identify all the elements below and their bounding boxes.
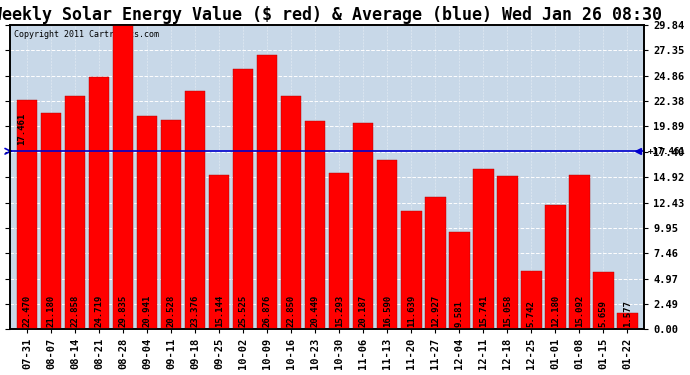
Bar: [137, 116, 157, 329]
Bar: [425, 198, 446, 329]
Bar: [593, 272, 613, 329]
Bar: [17, 100, 37, 329]
Text: 12.927: 12.927: [431, 295, 440, 327]
Bar: [353, 123, 373, 329]
Text: 22.470: 22.470: [23, 295, 32, 327]
Bar: [113, 25, 133, 329]
Text: 5.742: 5.742: [527, 300, 536, 327]
Text: 16.590: 16.590: [383, 295, 392, 327]
Bar: [89, 77, 110, 329]
Text: 22.850: 22.850: [287, 295, 296, 327]
Text: +17.461: +17.461: [647, 147, 685, 156]
Bar: [305, 121, 326, 329]
Text: 17.461: 17.461: [17, 113, 26, 145]
Text: 15.741: 15.741: [479, 295, 488, 327]
Text: 15.144: 15.144: [215, 295, 224, 327]
Text: 15.293: 15.293: [335, 295, 344, 327]
Bar: [257, 56, 277, 329]
Text: 23.376: 23.376: [190, 295, 199, 327]
Bar: [401, 211, 422, 329]
Text: 15.092: 15.092: [575, 295, 584, 327]
Bar: [65, 96, 86, 329]
Bar: [473, 169, 493, 329]
Bar: [161, 120, 181, 329]
Text: 20.941: 20.941: [143, 295, 152, 327]
Bar: [41, 113, 61, 329]
Text: 1.577: 1.577: [623, 300, 632, 327]
Bar: [185, 91, 206, 329]
Bar: [377, 160, 397, 329]
Text: 21.180: 21.180: [47, 295, 56, 327]
Text: 24.719: 24.719: [95, 295, 103, 327]
Text: Copyright 2011 Cartronics.com: Copyright 2011 Cartronics.com: [14, 30, 159, 39]
Text: 29.835: 29.835: [119, 295, 128, 327]
Text: 12.180: 12.180: [551, 295, 560, 327]
Bar: [449, 231, 469, 329]
Text: 20.528: 20.528: [167, 295, 176, 327]
Text: 9.581: 9.581: [455, 300, 464, 327]
Text: 26.876: 26.876: [263, 295, 272, 327]
Text: 15.058: 15.058: [503, 295, 512, 327]
Text: 25.525: 25.525: [239, 295, 248, 327]
Bar: [617, 313, 638, 329]
Bar: [233, 69, 253, 329]
Bar: [281, 96, 302, 329]
Title: Weekly Solar Energy Value ($ red) & Average (blue) Wed Jan 26 08:30: Weekly Solar Energy Value ($ red) & Aver…: [0, 6, 662, 24]
Text: 20.449: 20.449: [310, 295, 319, 327]
Bar: [521, 271, 542, 329]
Bar: [209, 175, 230, 329]
Text: 11.639: 11.639: [407, 295, 416, 327]
Text: 20.187: 20.187: [359, 295, 368, 327]
Bar: [545, 205, 566, 329]
Bar: [497, 176, 518, 329]
Bar: [569, 176, 589, 329]
Text: 5.659: 5.659: [599, 300, 608, 327]
Text: 22.858: 22.858: [71, 295, 80, 327]
Bar: [329, 173, 350, 329]
